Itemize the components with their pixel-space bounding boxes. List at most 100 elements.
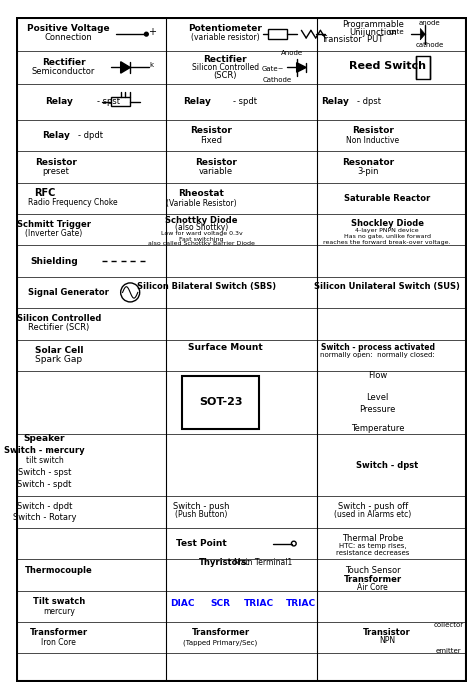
Text: Rectifier: Rectifier: [203, 55, 247, 64]
Text: Resonator: Resonator: [342, 157, 394, 166]
Text: Switch - push: Switch - push: [173, 502, 230, 511]
Text: Rheostat: Rheostat: [179, 189, 225, 198]
Text: Air Core: Air Core: [357, 583, 388, 592]
Text: Saturable Reactor: Saturable Reactor: [344, 194, 430, 203]
Text: Thermal Probe: Thermal Probe: [342, 534, 403, 543]
Text: +: +: [148, 27, 156, 37]
Text: Main Terminal1: Main Terminal1: [234, 558, 292, 567]
Text: 3-pin: 3-pin: [357, 167, 379, 176]
Text: (Tapped Primary/Sec): (Tapped Primary/Sec): [183, 640, 258, 646]
Text: cathode: cathode: [416, 43, 444, 48]
Text: preset: preset: [43, 167, 69, 176]
Text: Silicon Unilateral Switch (SUS): Silicon Unilateral Switch (SUS): [314, 282, 460, 291]
Text: Potentiometer: Potentiometer: [188, 24, 262, 33]
Text: Resistor: Resistor: [352, 127, 394, 135]
Text: mercury: mercury: [43, 607, 75, 616]
Text: (Inverter Gate): (Inverter Gate): [26, 229, 82, 238]
Text: Switch - process activated: Switch - process activated: [320, 343, 435, 352]
Text: Connection: Connection: [45, 34, 92, 43]
Text: Shielding: Shielding: [30, 257, 78, 266]
Text: Transistor  PUT: Transistor PUT: [321, 36, 383, 44]
Text: Schottky Diode: Schottky Diode: [165, 215, 238, 224]
Text: Shockley Diode: Shockley Diode: [350, 219, 424, 229]
Text: Transformer: Transformer: [344, 575, 402, 584]
Text: Silicon Controlled: Silicon Controlled: [17, 314, 101, 323]
Bar: [416, 56, 430, 79]
Text: Cathode: Cathode: [263, 77, 292, 82]
Text: Relay: Relay: [183, 97, 211, 106]
Text: Fixed: Fixed: [200, 136, 222, 145]
Text: collector: collector: [434, 622, 464, 628]
Text: Has no gate, unlike forward: Has no gate, unlike forward: [344, 233, 430, 239]
Text: Resistor: Resistor: [190, 127, 232, 135]
Text: Flow: Flow: [368, 371, 387, 380]
Text: Gate~: Gate~: [262, 66, 284, 73]
Text: gate: gate: [389, 29, 404, 35]
Text: (Push Button): (Push Button): [175, 510, 228, 519]
Text: Schmitt Trigger: Schmitt Trigger: [17, 220, 91, 229]
Text: Radio Frequency Choke: Radio Frequency Choke: [28, 198, 118, 206]
Text: resistance decreases: resistance decreases: [336, 550, 410, 556]
Polygon shape: [420, 29, 425, 40]
Text: Relay: Relay: [321, 97, 349, 106]
Text: Switch - dpdt: Switch - dpdt: [17, 502, 72, 511]
Text: (variable resistor): (variable resistor): [191, 34, 260, 43]
Text: Signal Generator: Signal Generator: [28, 288, 109, 297]
Text: Fast switching: Fast switching: [179, 237, 224, 242]
Text: Temperature: Temperature: [351, 424, 404, 433]
Text: anode: anode: [419, 20, 441, 26]
Text: Touch Sensor: Touch Sensor: [345, 565, 401, 575]
Text: TRIAC: TRIAC: [286, 599, 317, 608]
Text: Silicon Controlled: Silicon Controlled: [192, 63, 259, 72]
Text: Silicon Bilateral Switch (SBS): Silicon Bilateral Switch (SBS): [137, 282, 276, 291]
Bar: [268, 29, 287, 39]
Bar: [111, 97, 130, 106]
Text: - spst: - spst: [97, 97, 120, 106]
Text: Thyristors:: Thyristors:: [200, 558, 251, 567]
Text: - dpdt: - dpdt: [78, 131, 103, 140]
Text: Relay: Relay: [42, 131, 70, 140]
Text: NPN: NPN: [379, 636, 395, 645]
Text: Spark Gap: Spark Gap: [35, 356, 82, 364]
Text: TRIAC: TRIAC: [244, 599, 273, 608]
Text: tilt switch: tilt switch: [26, 456, 64, 465]
Text: normally open:  normally closed:: normally open: normally closed:: [320, 352, 435, 358]
Text: Tilt swatch: Tilt swatch: [33, 597, 85, 606]
Text: (used in Alarms etc): (used in Alarms etc): [334, 510, 411, 519]
Text: Resistor: Resistor: [35, 157, 77, 166]
Text: HTC: as temp rises,: HTC: as temp rises,: [339, 543, 407, 549]
Text: Transformer: Transformer: [30, 628, 88, 637]
Text: Rectifier (SCR): Rectifier (SCR): [28, 323, 90, 332]
Text: - dpst: - dpst: [356, 97, 381, 106]
Text: Switch - spst: Switch - spst: [18, 468, 71, 477]
Text: - spdt: - spdt: [233, 97, 257, 106]
Text: (also Shottky): (also Shottky): [175, 223, 228, 232]
Text: variable: variable: [199, 167, 233, 176]
Text: Switch - spdt: Switch - spdt: [18, 480, 72, 489]
Polygon shape: [121, 62, 130, 73]
Text: k: k: [149, 62, 153, 68]
Text: Switch - dpst: Switch - dpst: [356, 461, 418, 470]
Text: DIAC: DIAC: [170, 599, 195, 608]
Text: Speaker: Speaker: [24, 434, 65, 443]
Text: Anode: Anode: [281, 50, 303, 56]
Text: Surface Mount: Surface Mount: [188, 343, 263, 352]
Polygon shape: [297, 63, 306, 72]
Text: Resistor: Resistor: [195, 157, 237, 166]
Text: also called Schottky Barrier Diode: also called Schottky Barrier Diode: [148, 241, 255, 247]
Text: Positive Voltage: Positive Voltage: [27, 24, 109, 33]
Text: reaches the forward break-over voltage.: reaches the forward break-over voltage.: [323, 240, 451, 245]
Text: SOT-23: SOT-23: [199, 397, 242, 408]
Text: Reed Switch: Reed Switch: [348, 61, 426, 71]
Text: SCR: SCR: [210, 599, 230, 608]
Circle shape: [145, 32, 148, 36]
Text: Programmable: Programmable: [342, 20, 404, 29]
Text: Rectifier: Rectifier: [42, 58, 85, 67]
Text: Relay: Relay: [45, 97, 73, 106]
Text: Thermocouple: Thermocouple: [25, 565, 93, 575]
Text: Semiconductor: Semiconductor: [32, 67, 95, 75]
Text: Pressure: Pressure: [359, 405, 396, 415]
Bar: [182, 375, 259, 429]
Text: (Variable Resistor): (Variable Resistor): [166, 199, 237, 208]
Text: Non Inductive: Non Inductive: [346, 136, 399, 145]
